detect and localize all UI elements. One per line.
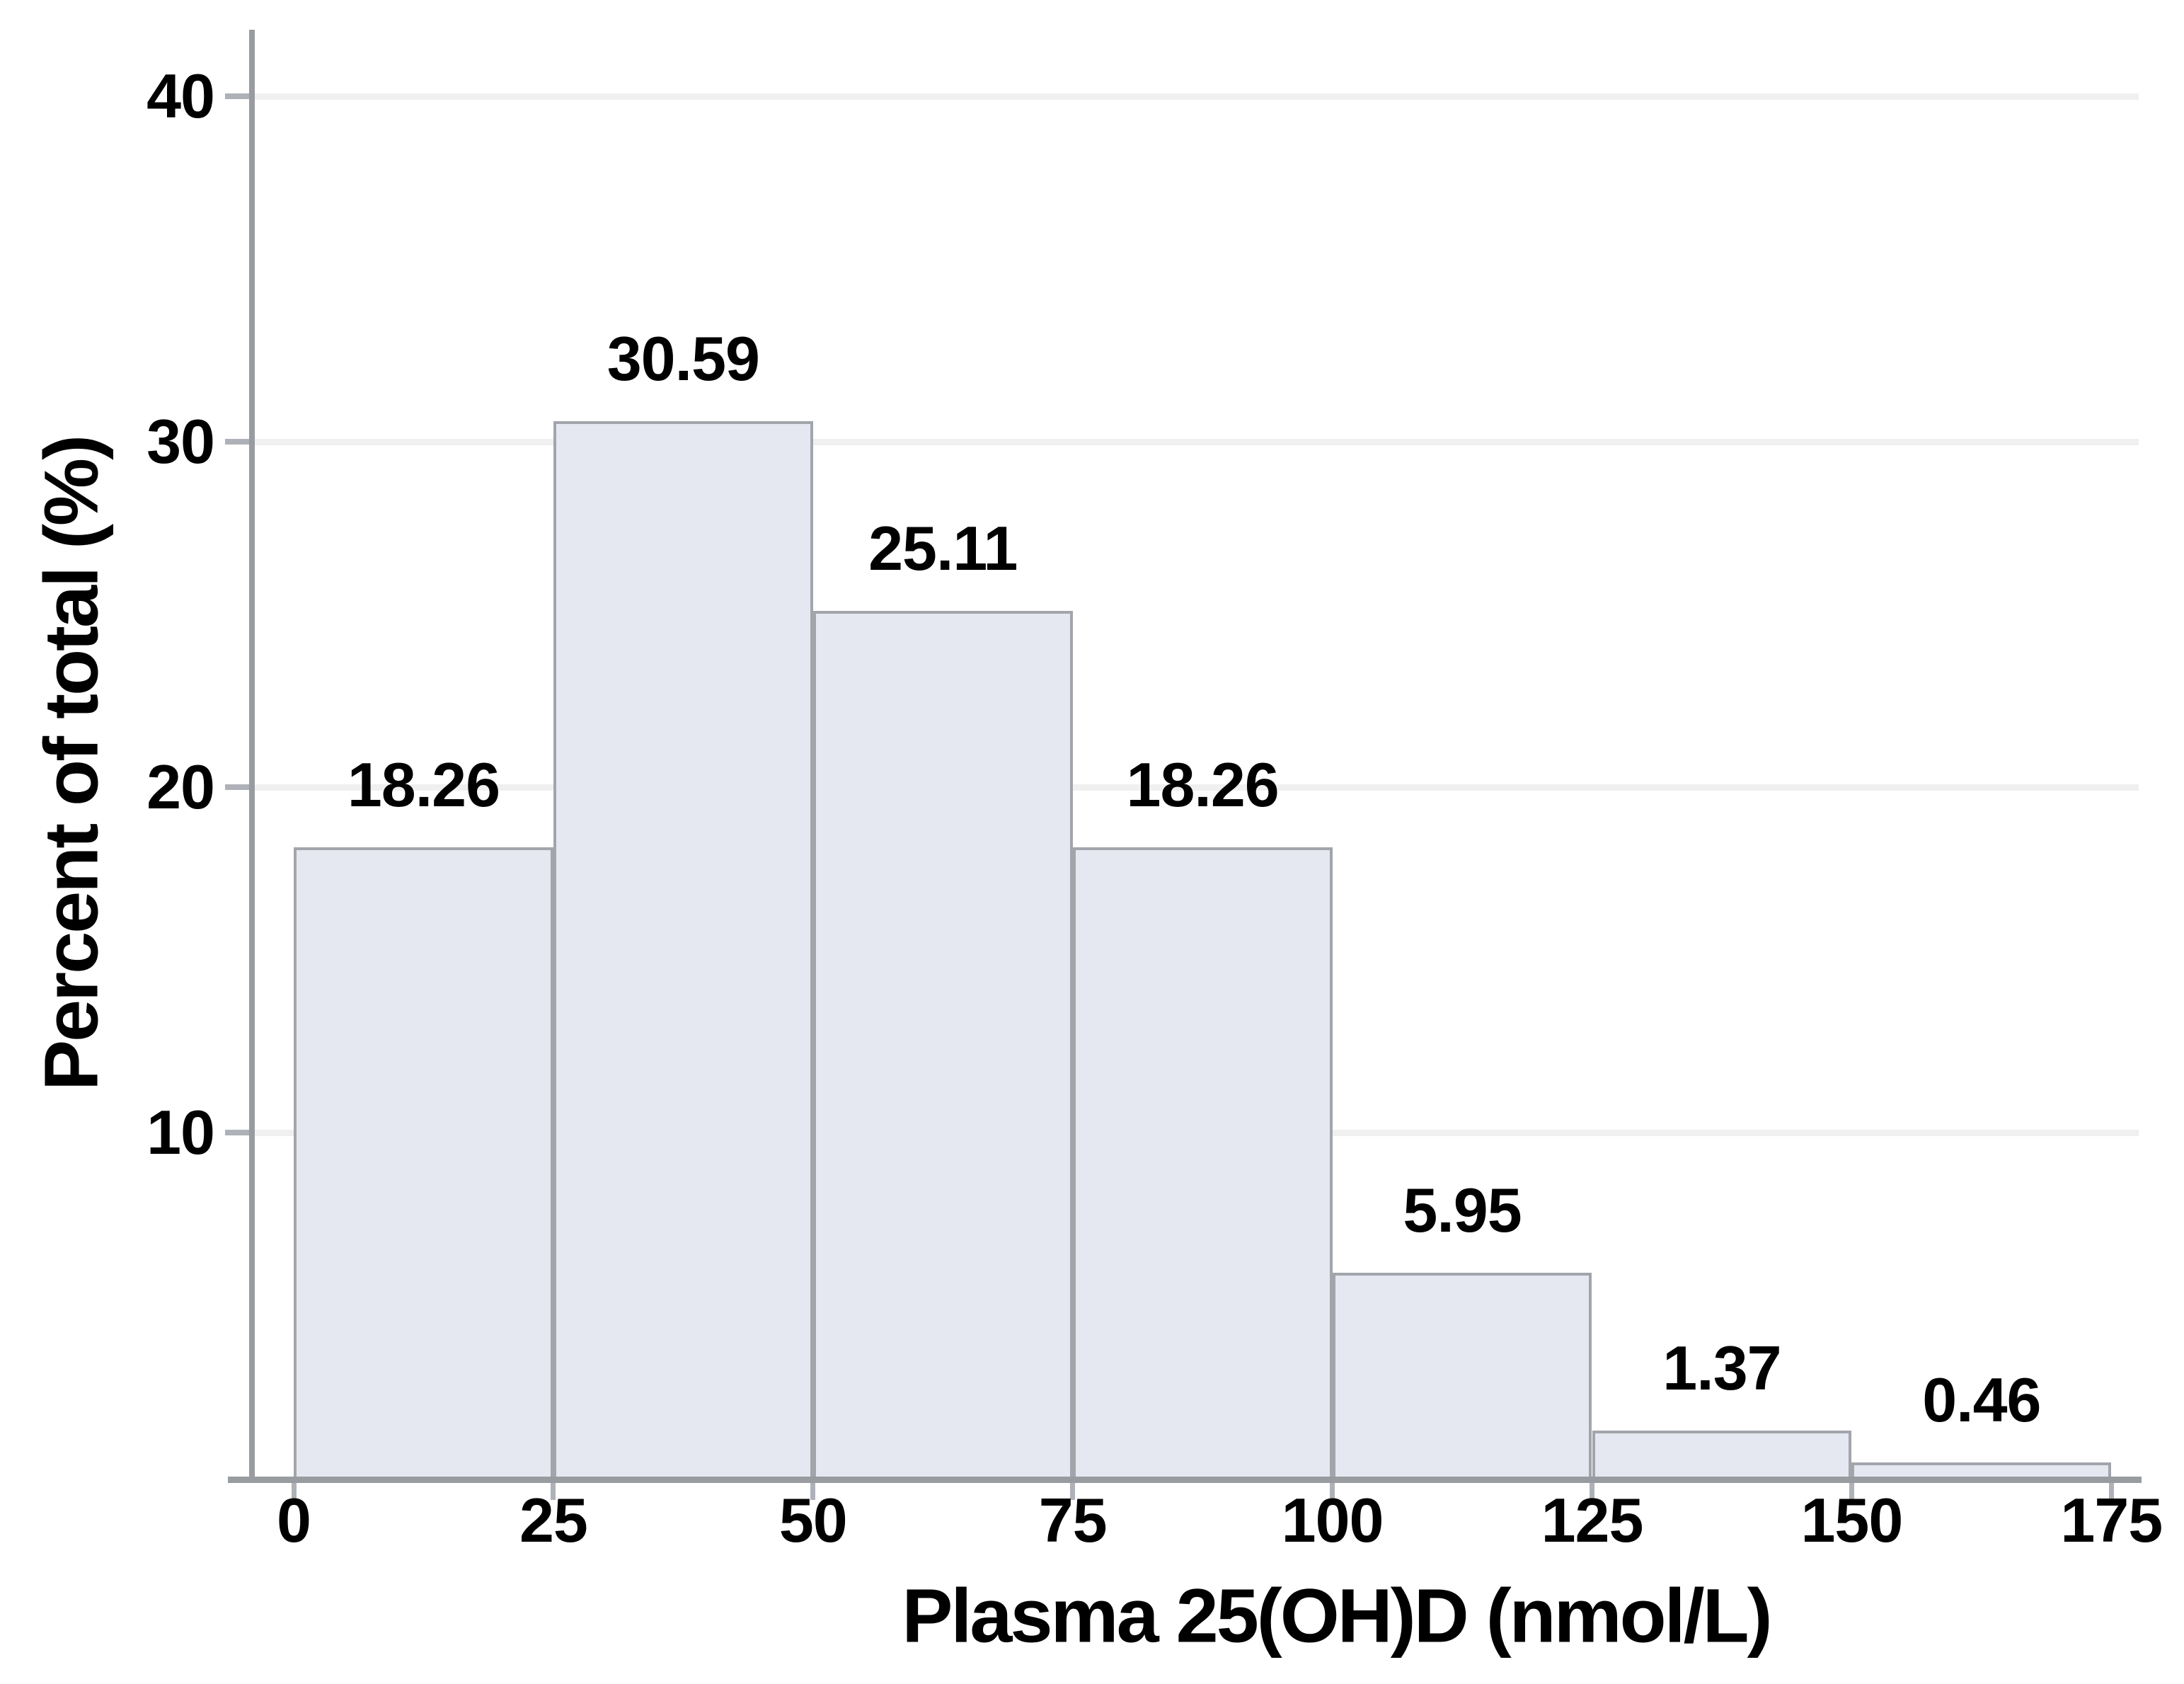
x-tick-175 <box>2108 1483 2114 1500</box>
x-tick-label-150: 150 <box>1800 1485 1903 1555</box>
x-tick-150 <box>1849 1483 1854 1500</box>
gridline-y-30 <box>255 439 2139 445</box>
bar-value-label-125-150: 1.37 <box>1662 1333 1781 1404</box>
bar-75-100 <box>1072 847 1333 1482</box>
x-tick-label-25: 25 <box>519 1485 588 1555</box>
y-axis-line <box>249 30 255 1483</box>
bar-value-label-75-100: 18.26 <box>1126 749 1280 820</box>
x-tick-0 <box>291 1483 297 1500</box>
y-tick-label-20: 20 <box>146 752 215 822</box>
bar-value-label-0-25: 18.26 <box>347 749 500 820</box>
x-tick-25 <box>551 1483 556 1500</box>
x-tick-label-0: 0 <box>277 1485 311 1555</box>
gridline-y-20 <box>255 784 2139 791</box>
x-tick-75 <box>1070 1483 1076 1500</box>
bar-value-label-25-50: 30.59 <box>607 323 760 394</box>
bar-100-125 <box>1332 1272 1592 1482</box>
bar-value-label-50-75: 25.11 <box>868 512 1018 583</box>
x-axis-line <box>228 1477 2142 1483</box>
x-tick-label-175: 175 <box>2060 1485 2163 1555</box>
gridline-y-40 <box>255 93 2139 100</box>
bar-value-label-150-175: 0.46 <box>1922 1364 2041 1435</box>
bar-0-25 <box>294 847 553 1482</box>
y-tick-40 <box>225 93 249 99</box>
bar-125-150 <box>1592 1431 1852 1482</box>
x-tick-label-125: 125 <box>1541 1485 1644 1555</box>
x-tick-125 <box>1590 1483 1594 1500</box>
y-tick-10 <box>225 1130 249 1135</box>
bar-25-50 <box>553 421 813 1482</box>
x-tick-label-50: 50 <box>778 1485 848 1555</box>
bar-50-75 <box>812 610 1073 1482</box>
y-tick-label-40: 40 <box>146 61 215 131</box>
y-tick-label-10: 10 <box>146 1097 215 1167</box>
y-tick-20 <box>225 784 249 790</box>
y-axis-title: Percent of total (%) <box>28 436 114 1092</box>
bar-value-label-100-125: 5.95 <box>1403 1174 1522 1245</box>
x-tick-label-100: 100 <box>1281 1485 1384 1555</box>
x-tick-label-75: 75 <box>1038 1485 1108 1555</box>
x-tick-50 <box>810 1483 816 1500</box>
x-tick-100 <box>1330 1483 1335 1500</box>
y-tick-30 <box>225 439 249 445</box>
x-axis-title: Plasma 25(OH)D (nmol/L) <box>902 1572 1772 1659</box>
y-tick-label-30: 30 <box>146 406 215 476</box>
